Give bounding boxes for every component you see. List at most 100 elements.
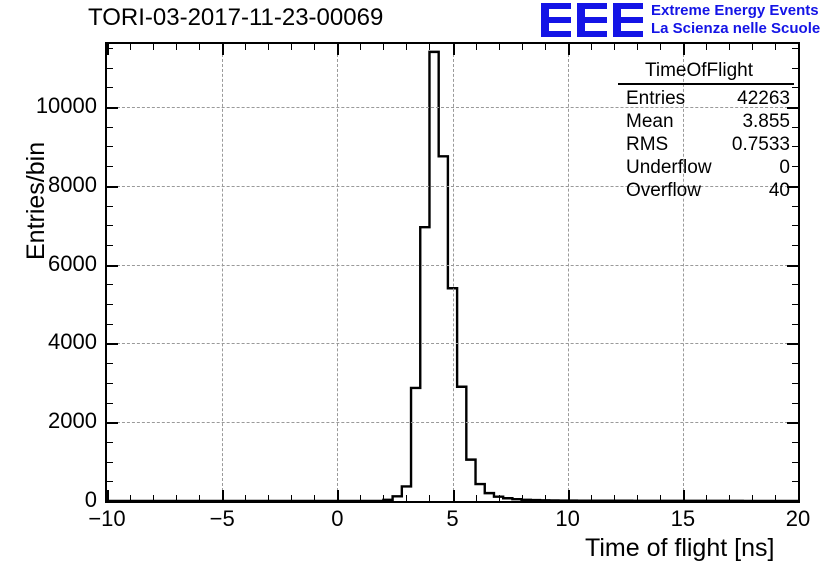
axis-tick <box>613 44 615 50</box>
axis-tick <box>792 461 798 463</box>
axis-tick <box>429 495 431 501</box>
axis-tick <box>792 363 798 365</box>
axis-tick <box>107 44 109 55</box>
y-tick-label: 2000 <box>48 408 97 434</box>
axis-tick <box>268 44 270 50</box>
axis-tick <box>613 495 615 501</box>
stats-row: Entries 42263 <box>604 87 794 110</box>
axis-tick <box>153 44 155 50</box>
axis-tick <box>176 44 178 50</box>
axis-tick <box>705 495 707 501</box>
axis-tick <box>107 461 113 463</box>
axis-tick <box>107 185 118 188</box>
eee-letter-icon <box>577 3 607 37</box>
axis-tick <box>787 422 798 425</box>
x-axis-title-wrap: Time of flight [ns] <box>585 534 835 566</box>
axis-tick <box>705 44 707 50</box>
axis-tick <box>153 495 155 501</box>
axis-tick <box>452 490 455 501</box>
axis-tick <box>107 205 113 207</box>
y-tick-label: 8000 <box>48 171 97 197</box>
axis-tick <box>107 264 118 267</box>
axis-tick <box>314 44 316 50</box>
axis-tick <box>751 44 753 50</box>
axis-tick <box>107 422 118 425</box>
axis-tick <box>245 44 247 50</box>
axis-tick <box>107 490 109 501</box>
axis-tick <box>337 490 340 501</box>
stats-value: 0.7533 <box>731 134 790 155</box>
axis-tick <box>107 402 113 404</box>
axis-tick <box>199 495 201 501</box>
axis-tick <box>337 44 340 55</box>
axis-tick <box>107 501 118 503</box>
axis-tick <box>314 495 316 501</box>
x-tick-label: −10 <box>88 506 126 531</box>
stats-value: 3.855 <box>742 111 790 132</box>
axis-tick <box>792 441 798 443</box>
axis-tick <box>475 44 477 50</box>
stats-value: 40 <box>768 180 790 201</box>
axis-tick <box>107 166 113 168</box>
stats-value: 42263 <box>737 88 790 109</box>
axis-tick <box>751 495 753 501</box>
stats-box: TimeOfFlight Entries 42263 Mean 3.855 RMS 0.7… <box>604 60 794 202</box>
axis-tick <box>728 44 730 50</box>
stats-divider <box>618 83 794 85</box>
stats-row: Overflow 40 <box>604 179 794 202</box>
axis-tick <box>406 44 408 50</box>
axis-tick <box>682 490 685 501</box>
stats-value: 0 <box>779 157 790 178</box>
axis-tick <box>792 304 798 306</box>
axis-tick <box>792 284 798 286</box>
x-tick-label: 10 <box>555 506 580 531</box>
axis-tick <box>475 495 477 501</box>
gridline-vertical <box>567 44 569 501</box>
eee-logo: Extreme Energy Events La Scienza nelle S… <box>541 2 833 40</box>
stats-row: RMS 0.7533 <box>604 133 794 156</box>
axis-tick <box>636 495 638 501</box>
axis-tick <box>107 146 113 148</box>
y-tick-label: 10000 <box>35 93 97 119</box>
stats-key: Mean <box>626 111 674 132</box>
axis-tick <box>107 323 113 325</box>
y-axis-title: Entries/bin <box>22 141 50 260</box>
x-tick-label: 15 <box>670 506 696 531</box>
axis-tick <box>774 44 776 50</box>
axis-tick <box>360 44 362 50</box>
axis-tick <box>659 44 661 50</box>
axis-tick <box>792 87 798 89</box>
x-axis-title: Time of flight [ns] <box>585 534 775 562</box>
y-axis-title-wrap: Entries/bin <box>0 46 50 276</box>
axis-tick <box>567 44 570 55</box>
axis-tick <box>682 44 685 55</box>
axis-tick <box>787 501 798 503</box>
gridline-vertical <box>337 44 339 501</box>
x-tick-label: 5 <box>446 506 459 531</box>
axis-tick <box>544 44 546 50</box>
axis-tick <box>107 126 113 128</box>
axis-tick <box>792 47 798 49</box>
axis-tick <box>291 495 293 501</box>
axis-tick <box>521 495 523 501</box>
axis-tick <box>498 495 500 501</box>
axis-tick <box>107 441 113 443</box>
axis-tick <box>787 107 798 110</box>
axis-tick <box>107 87 113 89</box>
axis-tick <box>130 44 132 50</box>
axis-tick <box>728 495 730 501</box>
axis-tick <box>798 490 800 501</box>
stats-title: TimeOfFlight <box>644 60 754 81</box>
axis-tick <box>792 126 798 128</box>
plot-frame <box>105 42 800 503</box>
axis-tick <box>792 382 798 384</box>
axis-tick <box>383 495 385 501</box>
axis-tick <box>544 495 546 501</box>
grid-layer <box>107 44 798 501</box>
eee-tagline-line2: La Scienza nelle Scuole <box>651 20 821 37</box>
axis-tick <box>792 205 798 207</box>
axis-tick <box>107 382 113 384</box>
axis-tick <box>222 44 225 55</box>
eee-letter-icon <box>541 3 571 37</box>
stats-row: Underflow 0 <box>604 156 794 179</box>
